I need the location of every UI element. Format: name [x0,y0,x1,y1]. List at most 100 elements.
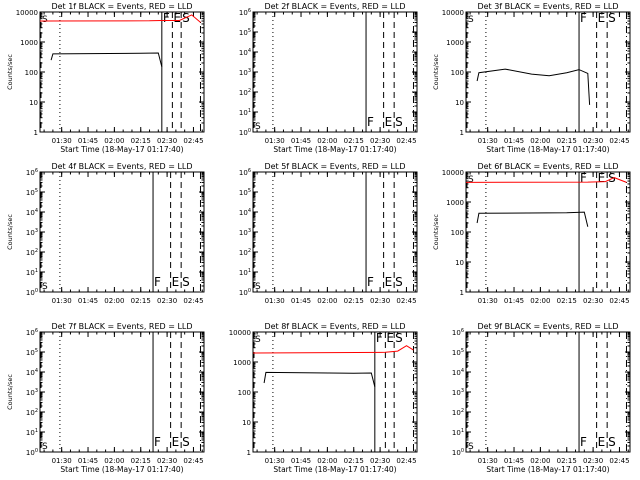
x-tick-label: 02:30 [583,297,603,305]
y-tick-label: 10000 [442,9,464,17]
series-events-line [50,52,163,67]
y-tick-label: 1 [34,129,38,137]
x-axis-label: Start Time (18-May-17 01:17:40) [60,465,183,474]
event-marker-label: S [608,11,616,25]
series-lld-line [39,14,201,23]
event-marker-label: F [580,435,587,449]
event-marker-label: S [255,282,261,292]
y-tick-label: 10 [242,419,251,427]
series-lld-line [252,345,414,354]
x-tick-label: 01:45 [504,297,524,305]
y-tick-label: 105 [26,348,38,357]
series-events-line [263,371,376,387]
x-tick-label: 01:45 [78,457,98,465]
event-marker-label: F [154,275,161,289]
x-tick-label: 02:15 [131,137,151,145]
x-tick-label: 01:30 [265,457,285,465]
event-marker-label: F [367,275,374,289]
x-tick-label: 02:00 [317,457,337,465]
panel-title: Det 7f BLACK = Events, RED = LLD [51,322,192,331]
event-marker-label: F [376,331,383,345]
panel-det-7: Det 7f BLACK = Events, RED = LLD 01:30 01:… [6,322,204,474]
y-tick-label: 102 [239,88,251,97]
plot-frame [252,331,418,453]
panel-det-6: Det 6f BLACK = Events, RED = LLD 01:30 01:… [432,162,630,305]
y-tick-label: 102 [26,408,38,417]
y-tick-label: 106 [239,168,251,177]
plot-frame [465,331,631,453]
plot-frame [39,331,205,453]
x-tick-label: 01:30 [478,297,498,305]
series-events-line [476,211,589,227]
x-tick-label: 02:15 [131,297,151,305]
y-tick-label: 100 [26,448,38,457]
y-tick-label: 106 [452,328,464,337]
event-marker-label: F [154,435,161,449]
series-lld-line [465,177,627,183]
y-tick-label: 103 [452,388,464,397]
y-tick-label: 104 [452,368,464,377]
x-tick-label: 01:45 [504,137,524,145]
x-tick-label: 01:30 [52,297,72,305]
y-tick-label: 1000 [20,39,38,47]
y-tick-label: 100 [25,69,38,77]
x-tick-label: 02:00 [530,137,550,145]
panel-title: Det 3f BLACK = Events, RED = LLD [477,2,618,11]
x-tick-label: 02:15 [557,137,577,145]
panel-title: Det 8f BLACK = Events, RED = LLD [264,322,405,331]
x-tick-label: 02:00 [317,137,337,145]
y-tick-label: 10 [455,259,464,267]
panel-title: Det 9f BLACK = Events, RED = LLD [477,322,618,331]
event-marker-label: F [367,115,374,129]
y-axis-label: Counts/sec [432,54,440,90]
y-tick-label: 100 [26,288,38,297]
x-tick-label: 02:45 [183,297,203,305]
x-tick-label: 02:45 [396,457,416,465]
y-tick-label: 1000 [446,199,464,207]
x-tick-label: 02:15 [131,457,151,465]
y-tick-label: 101 [26,428,38,437]
y-tick-label: 106 [26,328,38,337]
x-tick-label: 01:45 [291,457,311,465]
x-tick-label: 02:45 [396,137,416,145]
x-tick-label: 01:45 [78,137,98,145]
y-tick-label: 1000 [233,359,251,367]
x-tick-label: 02:15 [344,457,364,465]
event-marker-label: S [468,175,474,185]
y-tick-label: 105 [239,28,251,37]
y-tick-label: 100 [239,288,251,297]
y-axis-label: Counts/sec [6,54,14,90]
x-tick-label: 02:30 [370,137,390,145]
x-tick-label: 01:45 [504,457,524,465]
panel-title: Det 5f BLACK = Events, RED = LLD [264,162,405,171]
x-tick-label: 02:15 [344,297,364,305]
y-tick-label: 103 [26,228,38,237]
x-tick-label: 02:30 [370,457,390,465]
y-tick-label: 104 [26,368,38,377]
event-marker-label: S [255,122,261,132]
y-tick-label: 106 [26,168,38,177]
y-tick-label: 102 [239,248,251,257]
x-tick-label: 01:30 [265,297,285,305]
event-marker-label: S [182,275,190,289]
panel-det-5: Det 5f BLACK = Events, RED = LLD 01:30 01:… [255,162,417,305]
event-marker-label: F [580,11,587,25]
event-marker-label: S [608,435,616,449]
x-tick-label: 01:45 [291,137,311,145]
event-marker-label: E [598,435,606,449]
series-events-line [476,68,591,105]
x-tick-label: 01:30 [478,457,498,465]
event-marker-label: E [172,435,180,449]
y-tick-label: 103 [239,68,251,77]
y-axis-label: Counts/sec [6,214,14,250]
y-tick-label: 100 [239,128,251,137]
y-tick-label: 10 [29,99,38,107]
y-tick-label: 101 [239,108,251,117]
y-tick-label: 1 [460,289,464,297]
event-marker-label: S [182,435,190,449]
event-marker-label: S [255,335,261,345]
event-marker-label: S [42,282,48,292]
y-tick-label: 105 [26,188,38,197]
y-tick-label: 1 [247,449,251,457]
